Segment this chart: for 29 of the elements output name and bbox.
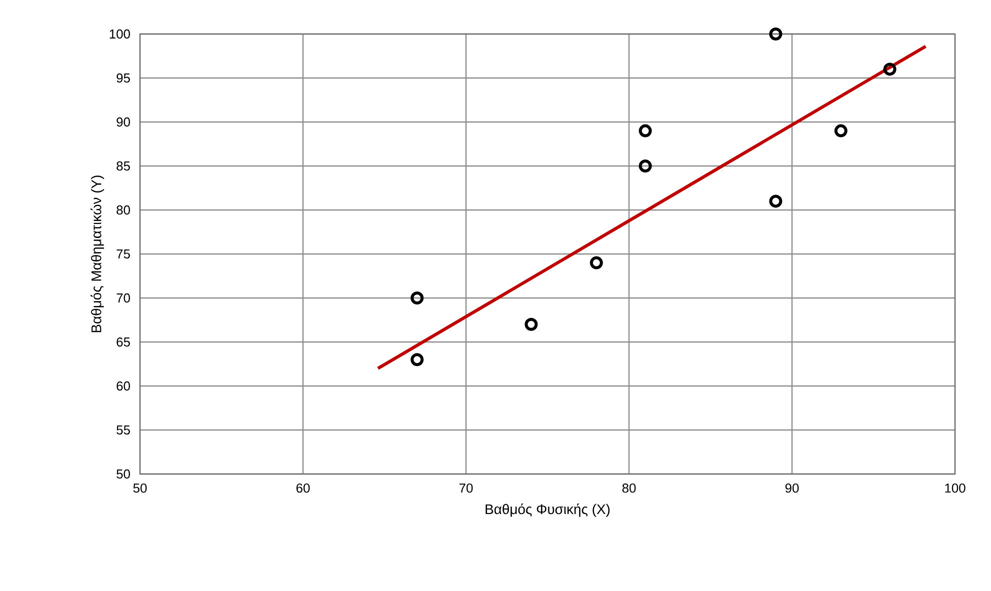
point <box>410 353 424 366</box>
point <box>883 62 896 76</box>
point <box>524 318 538 331</box>
point <box>590 256 603 270</box>
y-tick-label: 60 <box>116 381 130 391</box>
point <box>834 124 848 138</box>
y-tick-label: 55 <box>116 425 130 435</box>
y-axis-title: Βαθμός Μαθηματικών (Y) <box>90 176 104 332</box>
x-axis-title: Βαθμός Φυσικής (X) <box>486 504 610 517</box>
point <box>638 160 652 172</box>
y-tick-label: 70 <box>116 293 130 303</box>
x-tick-label: 80 <box>622 484 636 493</box>
y-tick-label: 95 <box>116 73 130 83</box>
point <box>410 292 424 304</box>
y-tick-label: 90 <box>116 117 130 127</box>
y-tick-label: 80 <box>116 205 130 215</box>
x-tick-label: 70 <box>459 484 473 493</box>
x-tick-label: 100 <box>945 484 966 493</box>
point <box>769 28 782 40</box>
point <box>638 124 652 138</box>
x-tick-label: 90 <box>785 484 799 493</box>
point <box>769 194 782 208</box>
y-tick-label: 50 <box>116 469 130 479</box>
x-tick-label: 60 <box>296 484 310 493</box>
y-tick-label: 75 <box>116 249 130 259</box>
x-tick-label: 50 <box>133 484 147 493</box>
y-tick-label: 65 <box>116 337 130 347</box>
y-tick-label: 85 <box>116 161 130 171</box>
y-tick-label: 100 <box>110 29 130 39</box>
